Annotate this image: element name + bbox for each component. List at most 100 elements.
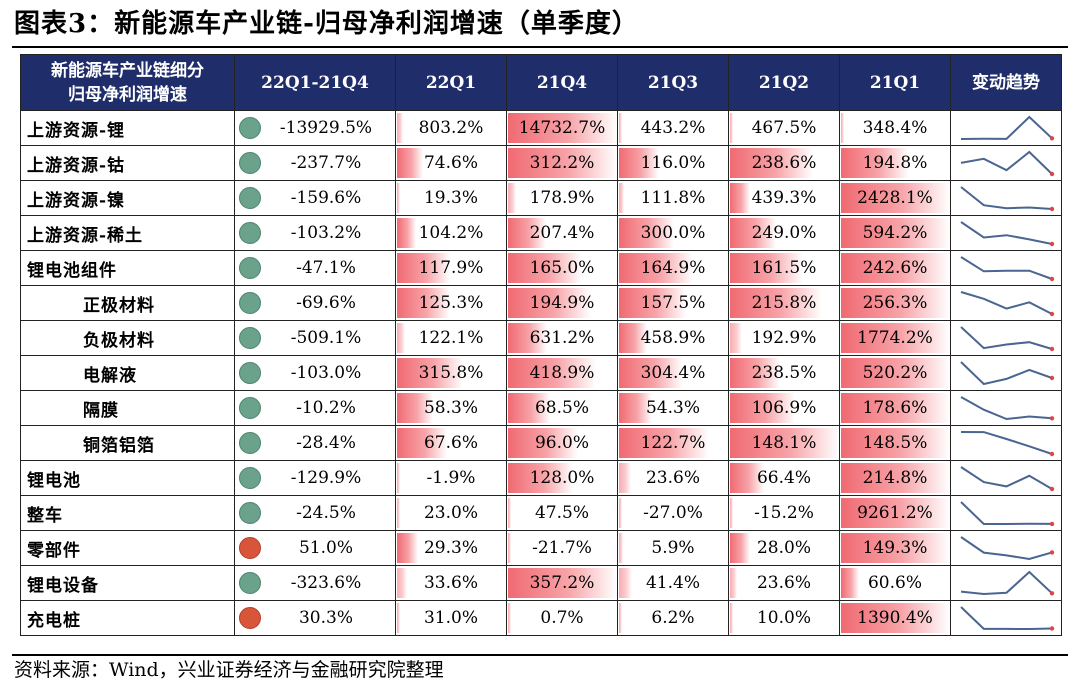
trend-sparkline — [960, 396, 1055, 421]
period-value-cell: 594.2% — [839, 215, 951, 251]
change-value: -28.4% — [296, 433, 356, 453]
data-bar — [397, 533, 418, 563]
data-bar — [730, 323, 742, 353]
trend-cell — [950, 355, 1062, 391]
change-cell: 51.0% — [234, 530, 396, 566]
table-row: 上游资源-钴 -237.7% 74.6% 312.2% 116.0% 238.6% 194.… — [20, 145, 1062, 181]
change-value: 51.0% — [298, 538, 353, 558]
period-value: 2428.1% — [857, 188, 933, 208]
period-value: 111.8% — [640, 188, 706, 208]
green-status-dot-icon — [239, 117, 261, 139]
period-value-cell: 10.0% — [728, 600, 840, 636]
period-value-cell: 122.7% — [617, 425, 729, 461]
data-bar — [397, 568, 407, 598]
trend-line — [960, 115, 1053, 140]
data-bar — [841, 463, 950, 493]
change-cell: -103.0% — [234, 355, 396, 391]
period-value: 594.2% — [862, 223, 928, 243]
data-bar — [619, 288, 686, 318]
data-bar — [508, 603, 511, 633]
period-value-cell: 631.2% — [506, 320, 618, 356]
data-bar — [730, 463, 764, 493]
trend-sparkline — [960, 291, 1055, 317]
trend-sparkline — [960, 221, 1055, 247]
segment-name: 隔膜 — [20, 390, 235, 426]
period-value: 1774.2% — [857, 328, 933, 348]
green-status-dot-icon — [239, 572, 261, 594]
period-value: 238.5% — [751, 363, 817, 383]
period-value-cell: 178.6% — [839, 390, 951, 426]
data-bar — [730, 358, 780, 388]
period-value: 9261.2% — [857, 503, 933, 523]
segment-name: 上游资源-钴 — [20, 145, 235, 181]
data-bar — [397, 323, 405, 353]
segment-name: 上游资源-镍 — [20, 180, 235, 216]
period-value: 67.6% — [423, 433, 478, 453]
trend-cell — [950, 600, 1062, 636]
period-value: 192.9% — [751, 328, 817, 348]
data-bar — [619, 183, 624, 213]
period-value: 256.3% — [862, 293, 928, 313]
data-bar — [397, 358, 463, 388]
period-value-cell: 33.6% — [395, 565, 507, 601]
data-bar — [508, 533, 511, 563]
change-value: -47.1% — [296, 258, 356, 278]
source-note: 资料来源：Wind，兴业证券经济与金融研究院整理 — [14, 659, 444, 681]
trend-endpoint-marker — [1049, 136, 1055, 141]
trend-endpoint-marker — [1049, 375, 1055, 381]
period-value: 165.0% — [529, 258, 595, 278]
green-status-dot-icon — [239, 187, 261, 209]
period-value-cell: 54.3% — [617, 390, 729, 426]
period-value: 60.6% — [867, 573, 922, 593]
period-value-cell: 192.9% — [728, 320, 840, 356]
period-value-cell: 194.8% — [839, 145, 951, 181]
data-bar — [619, 323, 647, 353]
change-value: -129.9% — [290, 468, 362, 488]
data-bar — [730, 148, 813, 178]
data-bar — [397, 218, 416, 248]
header-segment-line2: 归母净利润增速 — [68, 84, 187, 105]
period-value-cell: 161.5% — [728, 250, 840, 286]
period-value-cell: 41.4% — [617, 565, 729, 601]
period-value-cell: 19.3% — [395, 180, 507, 216]
segment-name: 负极材料 — [20, 320, 235, 356]
period-value-cell: 148.5% — [839, 425, 951, 461]
trend-cell — [950, 110, 1062, 146]
period-value: 122.7% — [640, 433, 706, 453]
data-bar — [619, 148, 659, 178]
red-status-dot-icon — [239, 607, 261, 629]
period-value-cell: 256.3% — [839, 285, 951, 321]
trend-line — [960, 221, 1053, 245]
table-row: 电解液 -103.0% 315.8% 418.9% 304.4% 238.5% 520.2% — [20, 355, 1062, 391]
trend-line — [960, 570, 1053, 596]
header-segment-line1: 新能源车产业链细分 — [51, 60, 204, 81]
data-bar — [397, 603, 400, 633]
period-value: 19.3% — [423, 188, 478, 208]
period-value-cell: 348.4% — [839, 110, 951, 146]
period-value: 148.5% — [862, 433, 928, 453]
period-value-cell: 458.9% — [617, 320, 729, 356]
change-cell: 30.3% — [234, 600, 396, 636]
trend-sparkline — [960, 431, 1055, 457]
period-value: 161.5% — [751, 258, 817, 278]
trend-endpoint-marker — [1049, 451, 1055, 457]
period-value: 803.2% — [418, 118, 484, 138]
trend-sparkline — [960, 501, 1055, 527]
table-row: 上游资源-镍 -159.6% 19.3% 178.9% 111.8% 439.3% 2428… — [20, 180, 1062, 216]
data-bar — [841, 428, 950, 458]
period-value: 125.3% — [418, 293, 484, 313]
trend-endpoint-marker — [1049, 416, 1055, 421]
period-value-cell: 157.5% — [617, 285, 729, 321]
period-value-cell: 315.8% — [395, 355, 507, 391]
trend-cell — [950, 425, 1062, 461]
green-status-dot-icon — [239, 467, 261, 489]
table-row: 锂电池 -129.9% -1.9% 128.0% 23.6% 66.4% 214.8% — [20, 460, 1062, 496]
data-bar — [730, 568, 737, 598]
period-value: 300.0% — [640, 223, 706, 243]
red-status-dot-icon — [239, 537, 261, 559]
data-bar — [508, 498, 511, 528]
period-value: 116.0% — [640, 153, 706, 173]
data-bar — [841, 323, 950, 353]
header-period-22q1: 22Q1 — [395, 54, 507, 111]
data-bar — [397, 463, 400, 493]
